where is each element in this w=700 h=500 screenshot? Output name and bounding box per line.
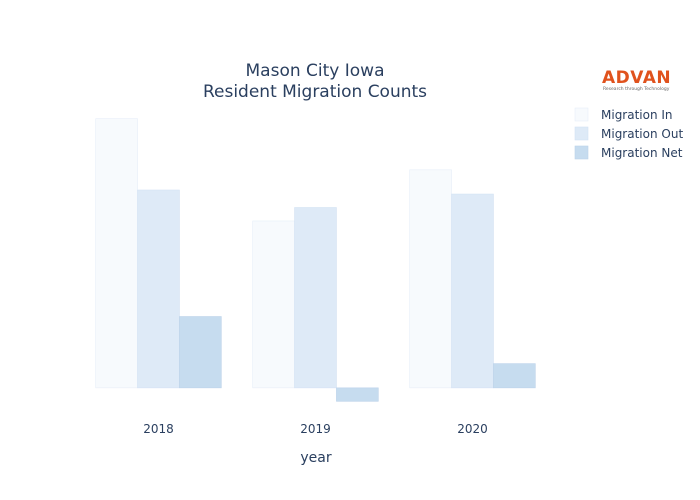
logo-wordmark: ADVAN [602, 68, 671, 88]
chart-title-line-2: Resident Migration Counts [203, 82, 427, 102]
advan-logo: ADVAN Research through Technology [602, 68, 671, 92]
x-tick-label-2018: 2018 [143, 422, 174, 436]
logo-tagline: Research through Technology [603, 86, 670, 92]
x-axis-ticks: 2018 2019 2020 [143, 422, 488, 436]
chart-title-line-1: Mason City Iowa [246, 61, 385, 81]
legend: Migration In Migration Out Migration Net [574, 107, 683, 160]
legend-label-migration-out[interactable]: Migration Out [601, 127, 683, 141]
bar-migration-in-2020 [409, 169, 452, 389]
bar-migration-net-2019 [336, 387, 379, 402]
bar-migration-net-2018 [179, 316, 222, 389]
bar-migration-in-2018 [95, 118, 138, 389]
plot-area [95, 118, 536, 402]
bar-migration-out-2019 [294, 207, 337, 389]
legend-label-migration-in[interactable]: Migration In [601, 108, 673, 122]
legend-label-migration-net[interactable]: Migration Net [601, 146, 683, 160]
bar-migration-net-2020 [493, 363, 536, 389]
legend-swatch-migration-out[interactable] [574, 126, 589, 141]
bar-migration-in-2019 [252, 220, 295, 389]
bar-migration-out-2018 [137, 189, 180, 389]
legend-swatch-migration-net[interactable] [574, 145, 589, 160]
x-tick-label-2020: 2020 [457, 422, 488, 436]
x-tick-label-2019: 2019 [300, 422, 331, 436]
bar-migration-out-2020 [451, 193, 494, 389]
x-axis-title: year [300, 450, 331, 466]
legend-swatch-migration-in[interactable] [574, 107, 589, 122]
